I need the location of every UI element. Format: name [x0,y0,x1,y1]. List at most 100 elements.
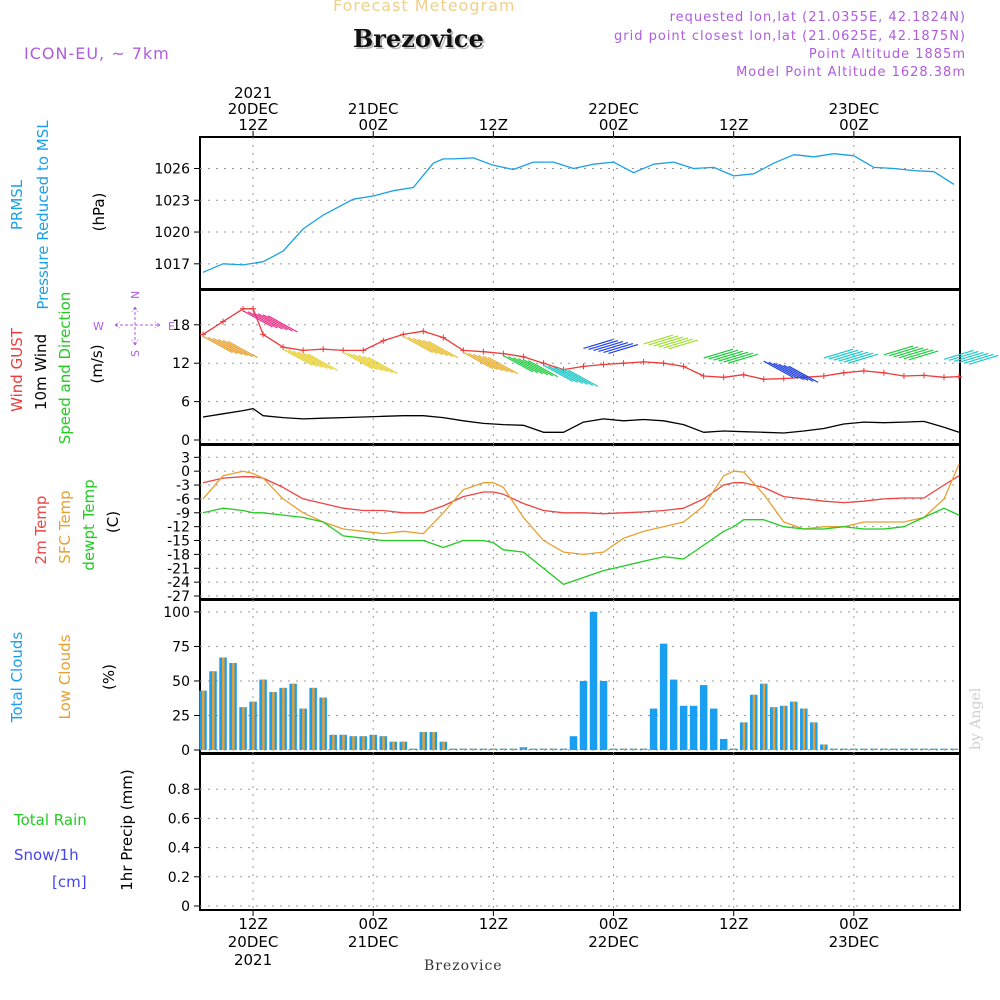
wind-direction-arrow [518,358,549,376]
wind-direction-arrow [593,341,624,351]
bar-low-clouds [202,690,205,750]
wind-direction-arrow [713,350,744,361]
bar-low-clouds [632,748,636,750]
series-line-sfc-temp [202,463,960,556]
bar-low-clouds [362,736,365,750]
bar-low-clouds [212,671,215,750]
y-tick-label: -18 [167,547,190,563]
label-prmsl: PRMSL [8,179,26,230]
bar-low-clouds [332,734,335,750]
wind-gust-marker [580,363,587,370]
wind-gust-marker [300,347,307,354]
bar-low-clouds [892,748,896,750]
panel-labels: PRMSL Pressure Reduced to MSL (hPa) Wind GU… [8,120,175,891]
time-label-bottom: 20DEC [228,933,279,951]
wind-direction-arrow [473,353,504,372]
wind-direction-arrow [217,338,248,357]
bar-low-clouds [242,707,245,750]
wind-gust-marker [340,347,347,354]
wind-direction-arrow [663,338,694,349]
wind-direction-arrow [478,354,509,373]
time-label-top: 22DEC [588,100,639,118]
wind-direction-arrow [968,354,999,365]
bar-total-clouds [669,679,678,750]
wind-direction-arrow [588,340,619,350]
bar-low-clouds [392,741,395,750]
wind-gust-marker [680,363,687,370]
bar-low-clouds [272,692,275,750]
wind-direction-arrow [202,335,233,354]
wind-direction-arrow [528,360,559,378]
bar-low-clouds [512,748,515,750]
wind-direction-arrow [788,365,819,383]
time-label-bottom: 2021 [234,951,272,969]
wind-direction-arrow [483,355,514,374]
time-label-bottom: 21DEC [348,933,399,951]
bar-low-clouds [252,701,255,750]
wind-direction-arrow [718,351,749,362]
label-dewpt-temp: dewpt Temp [80,479,98,570]
wind-gust-marker [955,373,962,380]
time-label-bottom: 23DEC [829,933,880,951]
grid-point-coords: grid point closest lon,lat (21.0625E, 42… [614,29,966,44]
compass-east: E [168,320,175,333]
bar-low-clouds [432,732,435,750]
time-label-top: 23DEC [829,100,880,118]
bar-low-clouds [932,748,936,750]
wind-gust-marker [780,375,787,382]
label-total-rain: Total Rain [13,811,87,829]
bar-low-clouds [842,748,846,750]
wind-direction-arrow [823,348,854,359]
compass-rose-icon [114,306,161,346]
point-altitude: Point Altitude 1885m [808,47,966,62]
wind-direction-arrow [848,353,879,364]
wind-direction-arrow [297,351,328,369]
wind-direction-arrow [252,312,283,330]
wind-direction-arrow [523,359,554,377]
y-tick-label: 0 [181,743,190,759]
wind-gust-marker [420,328,427,335]
wind-gust-marker [720,374,727,381]
model-point-altitude: Model Point Altitude 1628.38m [736,65,966,80]
wind-direction-arrow [222,339,253,358]
bar-low-clouds [622,748,626,750]
time-label-top: 12Z [238,116,267,134]
model-label: ICON-EU, ~ 7km [24,44,170,63]
bar-low-clouds [812,722,816,750]
wind-direction-arrow [287,349,318,367]
y-tick-label: 100 [163,605,190,621]
wind-direction-arrow [407,336,438,355]
wind-direction-arrow [948,350,979,361]
y-tick-label: -9 [176,506,190,522]
wind-direction-arrow [908,350,939,361]
series-line-10m-wind [202,407,960,434]
bar-low-clouds [422,732,425,750]
bar-total-clouds [699,685,708,750]
panel-frames [199,136,961,911]
wind-direction-arrow [723,352,754,363]
wind-direction-arrow [778,363,809,381]
time-label-bottom: 00Z [839,915,868,933]
y-tick-label: 25 [172,708,190,724]
y-tick-label: 1020 [154,225,190,241]
wind-direction-arrow [648,335,679,346]
wind-direction-arrow [543,364,574,382]
wind-gust-marker [280,344,287,351]
y-tick-label: -21 [167,561,190,577]
time-label-top: 00Z [839,116,868,134]
label-snow-unit: [cm] [52,873,87,891]
y-tick-label: 75 [172,639,190,655]
wind-direction-arrow [893,347,924,358]
bar-low-clouds [872,748,876,750]
y-tick-label: 6 [181,395,190,411]
wind-direction-arrow [843,352,874,363]
y-tick-label: 0 [181,899,190,915]
wind-direction-arrow [658,337,689,348]
wind-direction-arrow [257,313,288,331]
wind-gust-marker [320,346,327,353]
bar-low-clouds [532,748,535,750]
wind-direction-arrow [468,352,499,371]
bar-total-clouds [719,738,728,750]
wind-direction-arrow [212,337,243,356]
